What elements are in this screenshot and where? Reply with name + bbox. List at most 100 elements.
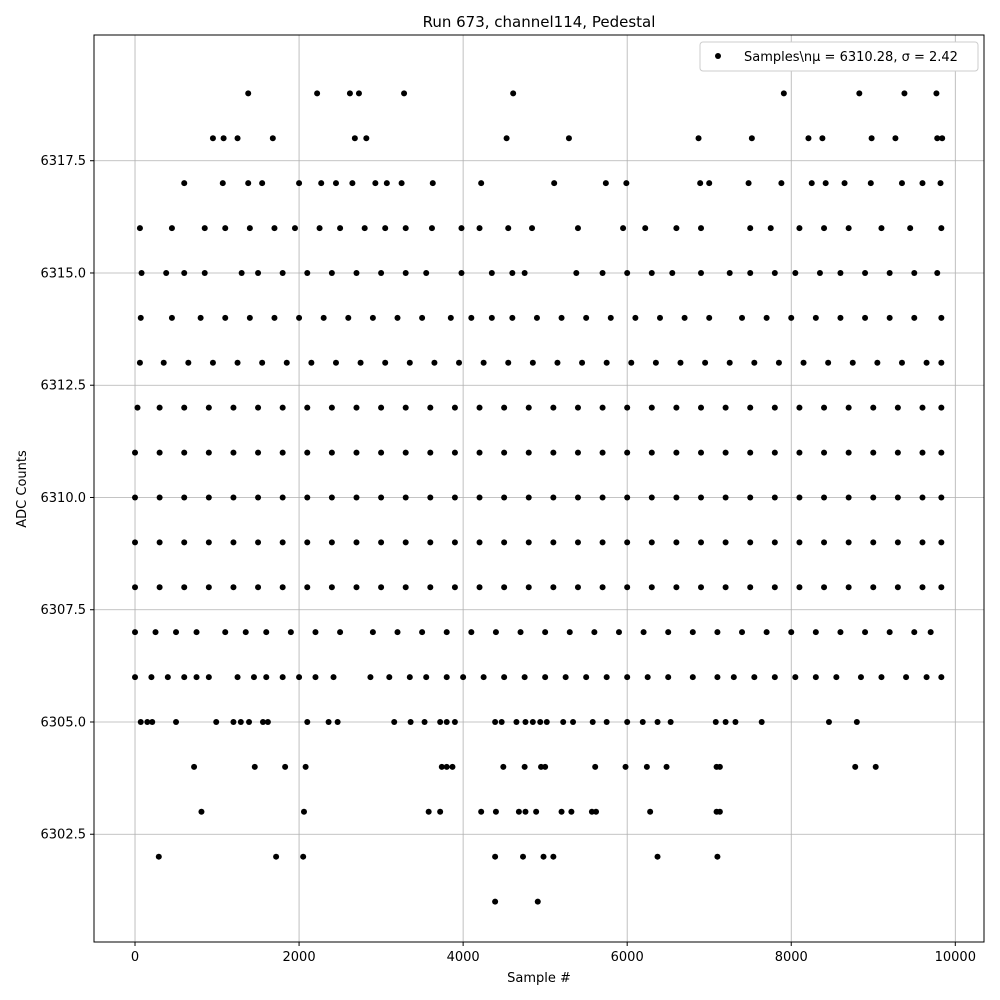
data-point [698, 539, 705, 546]
data-point [714, 674, 721, 681]
data-point [624, 539, 631, 546]
data-point [132, 539, 139, 546]
data-point [308, 359, 315, 366]
data-point [181, 180, 188, 187]
data-point [624, 674, 631, 681]
data-point [391, 718, 398, 725]
data-point [689, 674, 696, 681]
data-point [451, 718, 458, 725]
data-point [568, 808, 575, 815]
data-point [667, 718, 674, 725]
data-point [237, 718, 244, 725]
data-point [937, 180, 944, 187]
data-point [747, 584, 754, 591]
data-point [716, 763, 723, 770]
data-point [747, 269, 754, 276]
data-point [259, 718, 266, 725]
chart-title: Run 673, channel114, Pedestal [423, 13, 656, 31]
data-point [673, 449, 680, 456]
data-point [821, 404, 828, 411]
data-point [837, 629, 844, 636]
data-point [314, 90, 321, 97]
data-point [230, 494, 237, 501]
data-point [137, 718, 144, 725]
data-point [872, 763, 879, 770]
data-points [132, 90, 946, 905]
data-point [588, 808, 595, 815]
data-point [665, 629, 672, 636]
data-point [722, 584, 729, 591]
data-point [862, 629, 869, 636]
data-point [255, 584, 262, 591]
data-point [427, 404, 434, 411]
data-point [263, 629, 270, 636]
data-point [521, 674, 528, 681]
data-point [695, 135, 702, 142]
data-point [369, 314, 376, 321]
data-point [808, 180, 815, 187]
data-point [304, 449, 311, 456]
data-point [537, 718, 544, 725]
data-point [574, 584, 581, 591]
data-point [402, 539, 409, 546]
data-point [181, 584, 188, 591]
data-point [868, 135, 875, 142]
data-point [191, 763, 198, 770]
data-point [378, 584, 385, 591]
data-point [919, 584, 926, 591]
data-point [136, 359, 143, 366]
data-point [751, 674, 758, 681]
data-point [886, 314, 893, 321]
data-point [173, 629, 180, 636]
data-point [402, 584, 409, 591]
data-point [726, 269, 733, 276]
data-point [205, 539, 212, 546]
data-point [501, 494, 508, 501]
data-point [515, 808, 522, 815]
data-point [745, 180, 752, 187]
data-point [406, 674, 413, 681]
data-point [353, 584, 360, 591]
data-point [739, 314, 746, 321]
data-point [665, 674, 672, 681]
data-point [775, 359, 782, 366]
data-point [328, 449, 335, 456]
data-point [427, 449, 434, 456]
data-point [938, 584, 945, 591]
data-point [296, 180, 303, 187]
legend-marker [715, 53, 721, 59]
data-point [279, 674, 286, 681]
data-point [643, 763, 650, 770]
data-point [428, 225, 435, 232]
data-point [168, 225, 175, 232]
data-point [698, 449, 705, 456]
data-point [624, 718, 631, 725]
data-point [565, 135, 572, 142]
data-point [427, 584, 434, 591]
data-point [894, 539, 901, 546]
data-point [862, 269, 869, 276]
data-point [488, 269, 495, 276]
data-point [805, 135, 812, 142]
data-point [870, 494, 877, 501]
data-point [698, 225, 705, 232]
data-point [689, 629, 696, 636]
data-point [525, 539, 532, 546]
y-tick-label: 6310.0 [41, 491, 87, 506]
data-point [353, 404, 360, 411]
data-point [230, 718, 237, 725]
data-point [351, 135, 358, 142]
data-point [355, 90, 362, 97]
data-point [898, 180, 905, 187]
data-point [205, 494, 212, 501]
data-point [911, 314, 918, 321]
data-point [706, 180, 713, 187]
data-point [447, 314, 454, 321]
data-point [498, 718, 505, 725]
data-point [624, 494, 631, 501]
data-point [328, 494, 335, 501]
legend: Samples\nμ = 6310.28, σ = 2.42 [699, 41, 979, 72]
data-point [222, 629, 229, 636]
data-point [747, 449, 754, 456]
data-point [181, 449, 188, 456]
